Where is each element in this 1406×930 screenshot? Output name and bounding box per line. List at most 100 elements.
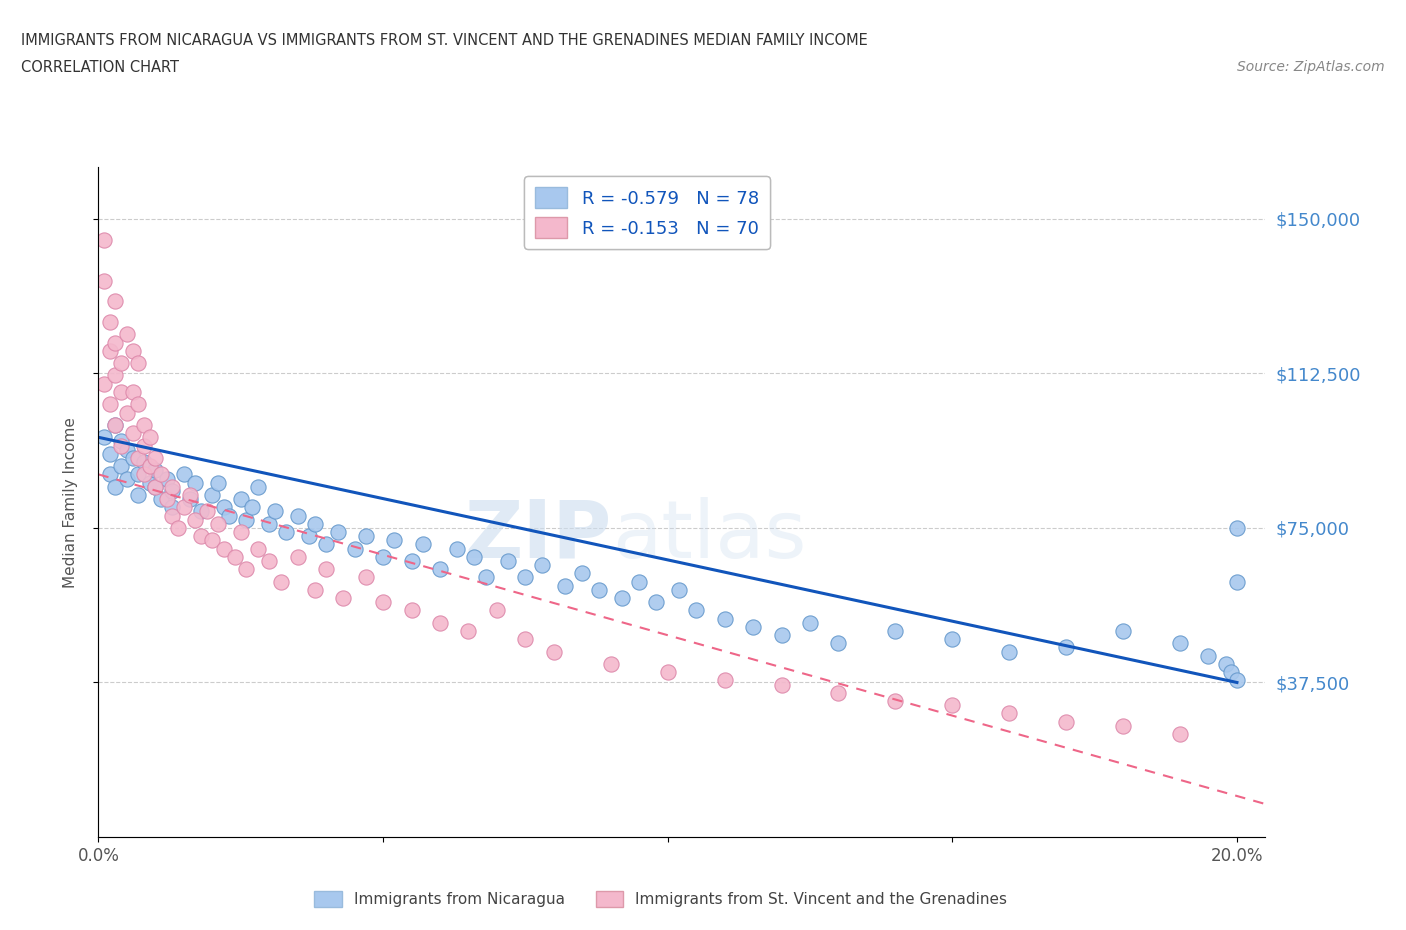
- Point: [98, 467, 121, 482]
- Point: [121, 384, 143, 399]
- Point: [827, 685, 849, 700]
- Point: [1226, 673, 1249, 688]
- Point: [195, 504, 218, 519]
- Text: CORRELATION CHART: CORRELATION CHART: [21, 60, 179, 75]
- Y-axis label: Median Family Income: Median Family Income: [63, 417, 77, 588]
- Point: [218, 508, 240, 523]
- Point: [657, 665, 679, 680]
- Point: [104, 335, 127, 350]
- Point: [229, 525, 252, 539]
- Point: [162, 508, 184, 523]
- Point: [1054, 640, 1077, 655]
- Point: [104, 479, 127, 494]
- Text: ZIP: ZIP: [464, 497, 612, 575]
- Point: [93, 377, 115, 392]
- Point: [98, 343, 121, 358]
- Point: [110, 355, 132, 370]
- Point: [115, 405, 138, 420]
- Text: Source: ZipAtlas.com: Source: ZipAtlas.com: [1237, 60, 1385, 74]
- Point: [742, 619, 765, 634]
- Point: [270, 574, 292, 589]
- Point: [167, 521, 190, 536]
- Point: [224, 550, 246, 565]
- Point: [229, 492, 252, 507]
- Point: [1112, 623, 1135, 638]
- Point: [104, 418, 127, 432]
- Point: [941, 698, 963, 712]
- Point: [127, 355, 149, 370]
- Point: [190, 504, 212, 519]
- Point: [190, 529, 212, 544]
- Point: [884, 694, 907, 709]
- Point: [212, 541, 235, 556]
- Point: [1168, 726, 1191, 741]
- Point: [110, 384, 132, 399]
- Point: [143, 479, 166, 494]
- Point: [515, 631, 537, 646]
- Point: [304, 516, 326, 531]
- Point: [298, 529, 321, 544]
- Point: [354, 570, 377, 585]
- Point: [1054, 714, 1077, 729]
- Point: [173, 500, 195, 515]
- Point: [207, 475, 229, 490]
- Point: [384, 533, 406, 548]
- Point: [132, 467, 155, 482]
- Point: [150, 467, 173, 482]
- Point: [1226, 574, 1249, 589]
- Point: [235, 562, 257, 577]
- Point: [132, 418, 155, 432]
- Point: [201, 533, 224, 548]
- Point: [240, 500, 263, 515]
- Point: [246, 541, 269, 556]
- Point: [1168, 636, 1191, 651]
- Point: [104, 368, 127, 383]
- Point: [770, 677, 793, 692]
- Point: [1112, 718, 1135, 733]
- Point: [115, 443, 138, 458]
- Point: [110, 458, 132, 473]
- Text: IMMIGRANTS FROM NICARAGUA VS IMMIGRANTS FROM ST. VINCENT AND THE GRENADINES MEDI: IMMIGRANTS FROM NICARAGUA VS IMMIGRANTS …: [21, 33, 868, 47]
- Point: [685, 603, 707, 618]
- Point: [156, 492, 179, 507]
- Point: [304, 582, 326, 597]
- Point: [184, 475, 207, 490]
- Point: [1220, 665, 1243, 680]
- Point: [429, 562, 451, 577]
- Point: [207, 516, 229, 531]
- Point: [315, 537, 337, 551]
- Point: [173, 467, 195, 482]
- Point: [485, 603, 508, 618]
- Text: atlas: atlas: [612, 497, 806, 575]
- Point: [668, 582, 690, 597]
- Point: [115, 472, 138, 486]
- Point: [98, 446, 121, 461]
- Point: [143, 450, 166, 465]
- Point: [179, 492, 201, 507]
- Point: [588, 582, 610, 597]
- Point: [401, 603, 423, 618]
- Legend: R = -0.579   N = 78, R = -0.153   N = 70: R = -0.579 N = 78, R = -0.153 N = 70: [524, 177, 769, 249]
- Point: [184, 512, 207, 527]
- Point: [571, 565, 593, 580]
- Point: [287, 508, 309, 523]
- Point: [138, 430, 160, 445]
- Point: [531, 558, 554, 573]
- Point: [884, 623, 907, 638]
- Point: [713, 611, 735, 626]
- Point: [827, 636, 849, 651]
- Point: [474, 570, 496, 585]
- Point: [104, 294, 127, 309]
- Point: [332, 591, 354, 605]
- Point: [104, 418, 127, 432]
- Point: [143, 463, 166, 478]
- Point: [127, 467, 149, 482]
- Point: [998, 644, 1021, 659]
- Point: [138, 475, 160, 490]
- Point: [498, 553, 520, 568]
- Point: [515, 570, 537, 585]
- Point: [554, 578, 576, 593]
- Point: [371, 594, 394, 609]
- Point: [287, 550, 309, 565]
- Point: [150, 492, 173, 507]
